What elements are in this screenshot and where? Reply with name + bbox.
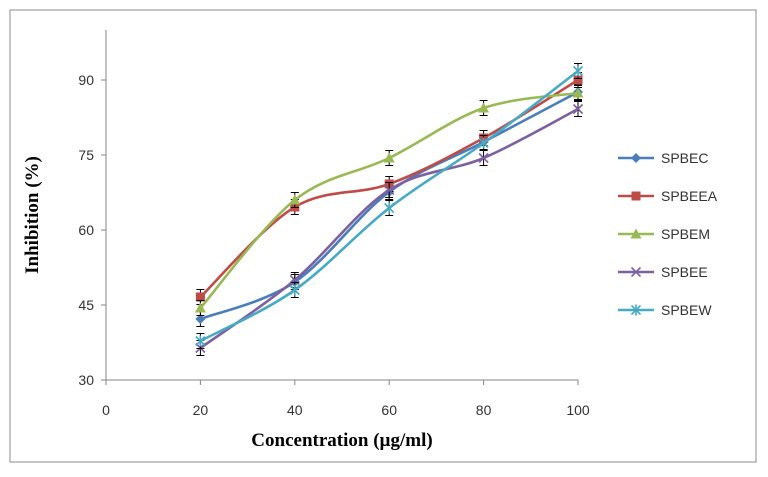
data-point (195, 335, 206, 347)
legend-marker (630, 228, 642, 239)
legend-label: SPBEE (661, 264, 708, 280)
legend-item: SPBEC (618, 150, 708, 166)
legend-item: SPBEE (618, 264, 708, 280)
x-axis-title: Concentration (µg/ml) (251, 430, 432, 451)
series-line (199, 91, 579, 309)
legend-item: SPBEEA (618, 188, 718, 204)
data-point (572, 65, 584, 77)
data-point (194, 302, 206, 313)
x-tick-label: 40 (287, 402, 303, 418)
data-point (289, 284, 300, 296)
legend-item: SPBEW (618, 302, 712, 318)
legend-marker (630, 266, 642, 278)
data-point (384, 184, 395, 196)
legend-label: SPBEEA (661, 188, 718, 204)
x-tick-label: 80 (476, 402, 492, 418)
x-tick-label: 100 (566, 402, 590, 418)
legend-item: SPBEM (618, 226, 710, 242)
legend-marker (631, 191, 641, 201)
data-point (573, 75, 583, 85)
y-tick-label: 45 (78, 297, 94, 313)
x-tick-label: 0 (102, 402, 110, 418)
data-point (384, 202, 395, 214)
data-point (195, 292, 205, 302)
legend-marker (631, 153, 641, 163)
y-tick-label: 30 (78, 372, 94, 388)
data-point (289, 194, 301, 205)
data-point (383, 152, 395, 163)
data-point (572, 87, 584, 98)
data-point (478, 152, 489, 164)
y-tick-label: 60 (78, 222, 94, 238)
x-tick-label: 20 (193, 402, 209, 418)
legend-label: SPBEM (661, 226, 710, 242)
chart-border (9, 9, 757, 463)
data-point (572, 103, 584, 115)
y-tick-label: 90 (78, 72, 94, 88)
data-point (478, 102, 490, 113)
y-axis-title: Inhibition (%) (22, 156, 43, 274)
legend-label: SPBEW (661, 302, 712, 318)
legend-marker (630, 304, 642, 316)
y-tick-label: 75 (78, 147, 94, 163)
series-spbem (194, 85, 584, 316)
data-point (478, 137, 489, 149)
data-point (195, 314, 206, 324)
legend-label: SPBEC (661, 150, 708, 166)
series-spbew (195, 63, 584, 349)
x-tick-label: 60 (381, 402, 397, 418)
legend: SPBEC SPBEEA SPBEM SPBEE SPBEW (618, 150, 718, 318)
